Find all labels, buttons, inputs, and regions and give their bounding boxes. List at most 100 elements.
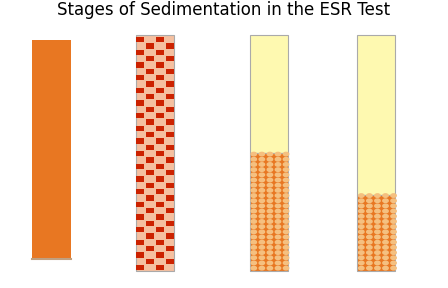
- Bar: [166, 145, 174, 150]
- Circle shape: [251, 194, 256, 197]
- Bar: [136, 138, 144, 144]
- Circle shape: [275, 152, 280, 156]
- Bar: [136, 164, 144, 169]
- Circle shape: [284, 261, 289, 265]
- Circle shape: [275, 163, 280, 166]
- Bar: [156, 75, 164, 80]
- Circle shape: [375, 235, 380, 239]
- Circle shape: [359, 266, 364, 270]
- Circle shape: [251, 199, 256, 202]
- Bar: [156, 202, 164, 207]
- Circle shape: [267, 183, 273, 187]
- Circle shape: [267, 178, 273, 182]
- Circle shape: [383, 251, 388, 254]
- Bar: [146, 119, 154, 125]
- Circle shape: [259, 199, 264, 202]
- Bar: [146, 259, 154, 264]
- Bar: [135, 35, 174, 271]
- Circle shape: [284, 220, 289, 223]
- Circle shape: [259, 220, 264, 223]
- Circle shape: [284, 266, 289, 270]
- Circle shape: [267, 220, 273, 223]
- Circle shape: [251, 225, 256, 228]
- Circle shape: [275, 256, 280, 259]
- Circle shape: [275, 225, 280, 228]
- Bar: [156, 138, 164, 144]
- Circle shape: [284, 194, 289, 197]
- Circle shape: [383, 256, 388, 259]
- Bar: [166, 107, 174, 112]
- Circle shape: [375, 266, 380, 270]
- Circle shape: [251, 178, 256, 182]
- Circle shape: [251, 209, 256, 213]
- Circle shape: [284, 183, 289, 187]
- Circle shape: [275, 173, 280, 177]
- Circle shape: [375, 251, 380, 254]
- Circle shape: [275, 199, 280, 202]
- Circle shape: [267, 235, 273, 239]
- Bar: [156, 164, 164, 169]
- Circle shape: [251, 256, 256, 259]
- Circle shape: [267, 215, 273, 218]
- Circle shape: [383, 225, 388, 228]
- Circle shape: [251, 230, 256, 234]
- Circle shape: [267, 256, 273, 259]
- Bar: [146, 94, 154, 99]
- Bar: [166, 233, 174, 239]
- Bar: [156, 126, 164, 131]
- Circle shape: [284, 240, 289, 244]
- Circle shape: [284, 152, 289, 156]
- Bar: [166, 157, 174, 163]
- Circle shape: [391, 215, 396, 218]
- Circle shape: [275, 194, 280, 197]
- Circle shape: [267, 194, 273, 197]
- Circle shape: [375, 215, 380, 218]
- Circle shape: [284, 215, 289, 218]
- Circle shape: [366, 199, 372, 202]
- Bar: [156, 88, 164, 93]
- Bar: [156, 113, 164, 118]
- Circle shape: [259, 204, 264, 208]
- Circle shape: [275, 266, 280, 270]
- Circle shape: [359, 230, 364, 234]
- Bar: [166, 69, 174, 74]
- Circle shape: [259, 225, 264, 228]
- Bar: [146, 221, 154, 226]
- Circle shape: [267, 209, 273, 213]
- Circle shape: [284, 178, 289, 182]
- Circle shape: [359, 209, 364, 213]
- Circle shape: [251, 215, 256, 218]
- Circle shape: [259, 240, 264, 244]
- Circle shape: [391, 235, 396, 239]
- Circle shape: [383, 235, 388, 239]
- Circle shape: [284, 256, 289, 259]
- Circle shape: [284, 235, 289, 239]
- Bar: [156, 151, 164, 156]
- Circle shape: [259, 163, 264, 166]
- Circle shape: [359, 235, 364, 239]
- Circle shape: [275, 178, 280, 182]
- Circle shape: [375, 240, 380, 244]
- Circle shape: [366, 261, 372, 265]
- Bar: [250, 35, 288, 153]
- Circle shape: [259, 189, 264, 192]
- Circle shape: [259, 230, 264, 234]
- Text: Stages of Sedimentation in the ESR Test: Stages of Sedimentation in the ESR Test: [57, 1, 391, 20]
- Circle shape: [259, 152, 264, 156]
- Circle shape: [267, 163, 273, 166]
- Circle shape: [375, 256, 380, 259]
- Bar: [136, 240, 144, 245]
- Bar: [166, 208, 174, 213]
- Bar: [136, 126, 144, 131]
- Circle shape: [267, 173, 273, 177]
- Circle shape: [284, 225, 289, 228]
- Circle shape: [275, 183, 280, 187]
- Circle shape: [375, 199, 380, 202]
- Bar: [136, 62, 144, 68]
- Bar: [156, 252, 164, 258]
- Circle shape: [383, 230, 388, 234]
- Circle shape: [275, 261, 280, 265]
- Circle shape: [251, 220, 256, 223]
- Circle shape: [284, 251, 289, 254]
- Circle shape: [275, 251, 280, 254]
